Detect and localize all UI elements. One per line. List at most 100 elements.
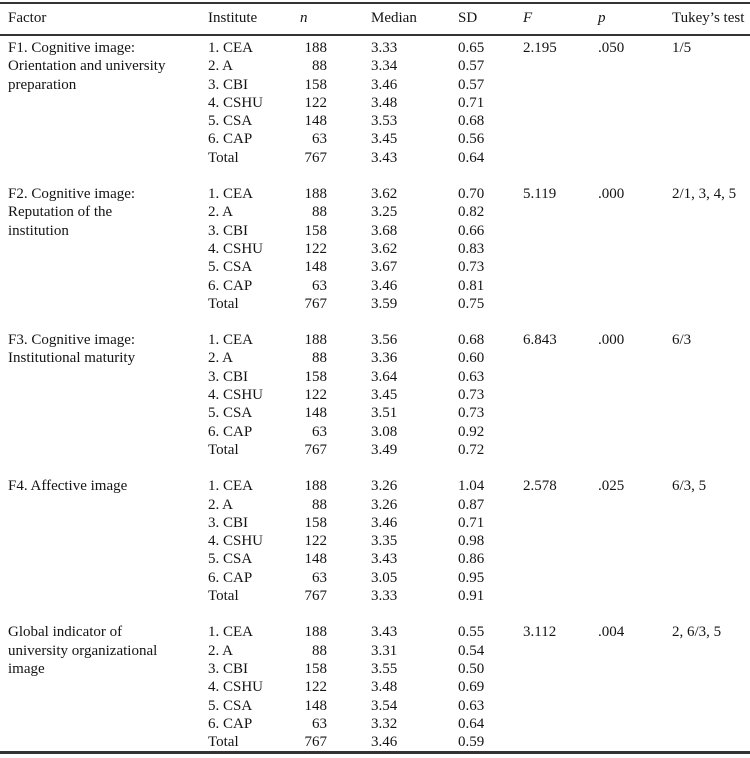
cell-p xyxy=(598,386,672,404)
cell-p: .000 xyxy=(598,186,625,203)
table-row: Institutional maturity 2. A 88 3.36 0.60 xyxy=(0,349,750,367)
cell-n: 158 xyxy=(304,222,328,239)
cell-p xyxy=(598,404,672,422)
table-row: 5. CSA 148 3.54 0.63 xyxy=(0,697,750,715)
cell-p xyxy=(598,76,672,94)
cell-factor: Orientation and university xyxy=(8,58,166,75)
cell-median: 3.55 xyxy=(371,660,398,677)
cell-f xyxy=(523,57,598,75)
cell-sd: 0.63 xyxy=(458,697,485,714)
table-header: Factor Institute n Median SD F p Tukey’s… xyxy=(0,3,750,36)
cell-tukey xyxy=(672,295,750,313)
cell-factor xyxy=(0,277,200,295)
cell-median: 3.25 xyxy=(371,204,398,221)
cell-p xyxy=(598,258,672,276)
table-row: 5. CSA 148 3.53 0.68 xyxy=(0,112,750,130)
table-row: F1. Cognitive image: 1. CEA 188 3.33 0.65 2.1… xyxy=(0,35,750,57)
cell-tukey xyxy=(672,733,750,753)
table-row: 4. CSHU 122 3.45 0.73 xyxy=(0,386,750,404)
cell-p xyxy=(598,295,672,313)
cell-factor xyxy=(0,240,200,258)
cell-sd: 0.59 xyxy=(458,734,485,751)
cell-tukey: 1/5 xyxy=(672,40,692,56)
cell-f xyxy=(523,532,598,550)
cell-n: 148 xyxy=(304,405,328,422)
cell-p xyxy=(598,715,672,733)
cell-p xyxy=(598,642,672,660)
cell-institute: 3. CBI xyxy=(208,514,249,531)
cell-n: 88 xyxy=(312,496,327,513)
cell-sd: 0.71 xyxy=(458,94,485,111)
cell-tukey xyxy=(672,642,750,660)
cell-sd: 0.71 xyxy=(458,514,485,531)
cell-p xyxy=(598,496,672,514)
cell-sd: 0.87 xyxy=(458,496,485,513)
cell-tukey: 6/3, 5 xyxy=(672,478,707,495)
cell-median: 3.43 xyxy=(371,149,398,166)
table-row: university organizational 2. A 88 3.31 0.54 xyxy=(0,642,750,660)
cell-institute: 4. CSHU xyxy=(208,387,264,404)
cell-institute: 6. CAP xyxy=(208,715,253,732)
cell-sd: 0.92 xyxy=(458,423,485,440)
column-header-p: p xyxy=(598,3,672,36)
cell-f: 6.843 xyxy=(523,332,557,349)
cell-institute: 4. CSHU xyxy=(208,533,264,550)
cell-sd: 0.50 xyxy=(458,660,485,677)
cell-p xyxy=(598,587,672,605)
cell-median: 3.05 xyxy=(371,569,398,586)
cell-n: 767 xyxy=(304,441,328,458)
table-row: 5. CSA 148 3.51 0.73 xyxy=(0,404,750,422)
cell-median: 3.08 xyxy=(371,423,398,440)
cell-p xyxy=(598,550,672,568)
cell-sd: 0.56 xyxy=(458,131,485,148)
cell-p xyxy=(598,660,672,678)
cell-median: 3.68 xyxy=(371,222,398,239)
cell-p xyxy=(598,203,672,221)
cell-factor: F2. Cognitive image: xyxy=(8,186,136,203)
cell-p xyxy=(598,368,672,386)
cell-n: 148 xyxy=(304,113,328,130)
cell-tukey xyxy=(672,149,750,167)
cell-tukey xyxy=(672,496,750,514)
cell-f xyxy=(523,130,598,148)
cell-factor xyxy=(0,532,200,550)
table-row: Reputation of the 2. A 88 3.25 0.82 xyxy=(0,203,750,221)
table-row: 3. CBI 158 3.64 0.63 xyxy=(0,368,750,386)
cell-f xyxy=(523,76,598,94)
cell-institute: 1. CEA xyxy=(208,478,253,495)
cell-sd: 0.75 xyxy=(458,295,485,312)
cell-factor xyxy=(0,678,200,696)
cell-p: .025 xyxy=(598,478,625,495)
cell-f xyxy=(523,240,598,258)
cell-tukey xyxy=(672,112,750,130)
cell-median: 3.48 xyxy=(371,679,398,696)
cell-p xyxy=(598,441,672,459)
cell-median: 3.46 xyxy=(371,734,398,751)
cell-institute: 1. CEA xyxy=(208,332,253,349)
cell-f xyxy=(523,678,598,696)
cell-median: 3.26 xyxy=(371,478,398,495)
cell-factor: F1. Cognitive image: xyxy=(8,40,136,56)
cell-f xyxy=(523,587,598,605)
cell-factor xyxy=(0,258,200,276)
cell-factor xyxy=(0,112,200,130)
cell-median: 3.36 xyxy=(371,350,398,367)
cell-sd: 0.82 xyxy=(458,204,485,221)
table-row: 3. CBI 158 3.46 0.71 xyxy=(0,514,750,532)
column-header-factor: Factor xyxy=(0,3,200,36)
table-row: 6. CAP 63 3.05 0.95 xyxy=(0,569,750,587)
cell-f: 5.119 xyxy=(523,186,557,203)
cell-median: 3.33 xyxy=(371,40,398,56)
cell-n: 767 xyxy=(304,295,328,312)
cell-f xyxy=(523,295,598,313)
cell-n: 158 xyxy=(304,76,328,93)
cell-factor: preparation xyxy=(8,76,77,93)
cell-p: .050 xyxy=(598,40,625,56)
cell-tukey xyxy=(672,222,750,240)
cell-p xyxy=(598,112,672,130)
cell-factor xyxy=(0,130,200,148)
cell-median: 3.26 xyxy=(371,496,398,513)
cell-sd: 0.68 xyxy=(458,332,485,349)
cell-n: 88 xyxy=(312,350,327,367)
cell-factor: institution xyxy=(8,222,69,239)
